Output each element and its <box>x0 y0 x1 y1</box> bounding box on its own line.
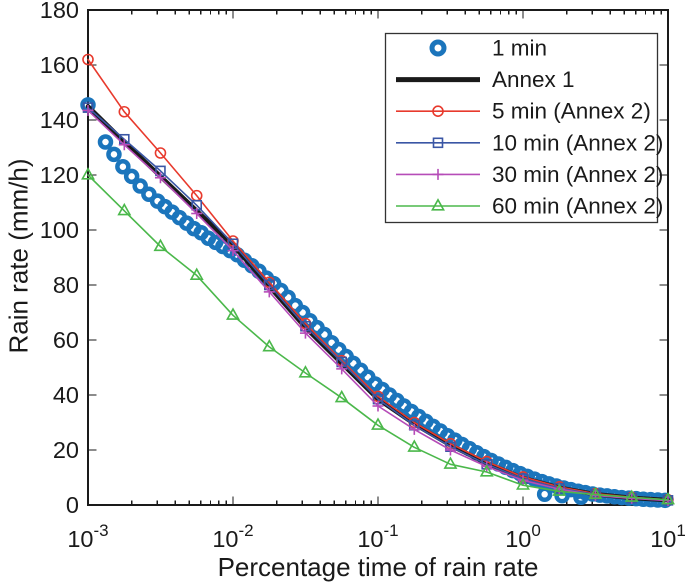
series-60-min-annex-2 <box>81 167 675 505</box>
legend-label: 5 min (Annex 2) <box>492 99 651 124</box>
legend-item-5-min-annex-2: 5 min (Annex 2) <box>396 99 651 124</box>
legend-item-60-min-annex-2: 60 min (Annex 2) <box>396 194 663 219</box>
y-tick-label: 40 <box>53 382 79 408</box>
x-tick-label: 10-3 <box>67 521 108 552</box>
x-tick-label: 101 <box>650 521 685 552</box>
x-tick-label: 100 <box>505 521 541 552</box>
y-tick-label: 180 <box>40 0 79 23</box>
y-tick-label: 0 <box>66 492 79 518</box>
y-axis-label: Rain rate (mm/h) <box>3 158 34 354</box>
x-tick-label: 10-2 <box>212 521 253 552</box>
legend-label: 30 min (Annex 2) <box>492 162 663 187</box>
legend-item-annex-1: Annex 1 <box>396 67 575 92</box>
y-tick-label: 20 <box>53 437 79 463</box>
y-tick-label: 160 <box>40 52 79 78</box>
tick-labels: 10-3 10-2 10-1 100 101 0 20 40 60 80 100 120 140 160 1… <box>40 0 685 552</box>
legend-label: 10 min (Annex 2) <box>492 130 663 155</box>
legend-label: 60 min (Annex 2) <box>492 194 663 219</box>
x-axis-label: Percentage time of rain rate <box>217 552 539 582</box>
y-tick-label: 120 <box>40 162 79 188</box>
x-tick-label: 10-1 <box>357 521 398 552</box>
legend-item-1-min: 1 min <box>429 36 547 61</box>
y-tick-label: 80 <box>53 272 79 298</box>
legend-label: 1 min <box>492 36 547 61</box>
y-tick-label: 140 <box>40 107 79 133</box>
legend-box <box>384 32 659 224</box>
legend: 1 min Annex 1 5 min (Annex 2) 10 min (Annex… <box>384 32 663 224</box>
legend-item-10-min-annex-2: 10 min (Annex 2) <box>396 130 663 155</box>
legend-label: Annex 1 <box>492 67 575 92</box>
y-tick-label: 60 <box>53 327 79 353</box>
legend-item-30-min-annex-2: 30 min (Annex 2) <box>396 162 663 187</box>
y-tick-label: 100 <box>40 217 79 243</box>
